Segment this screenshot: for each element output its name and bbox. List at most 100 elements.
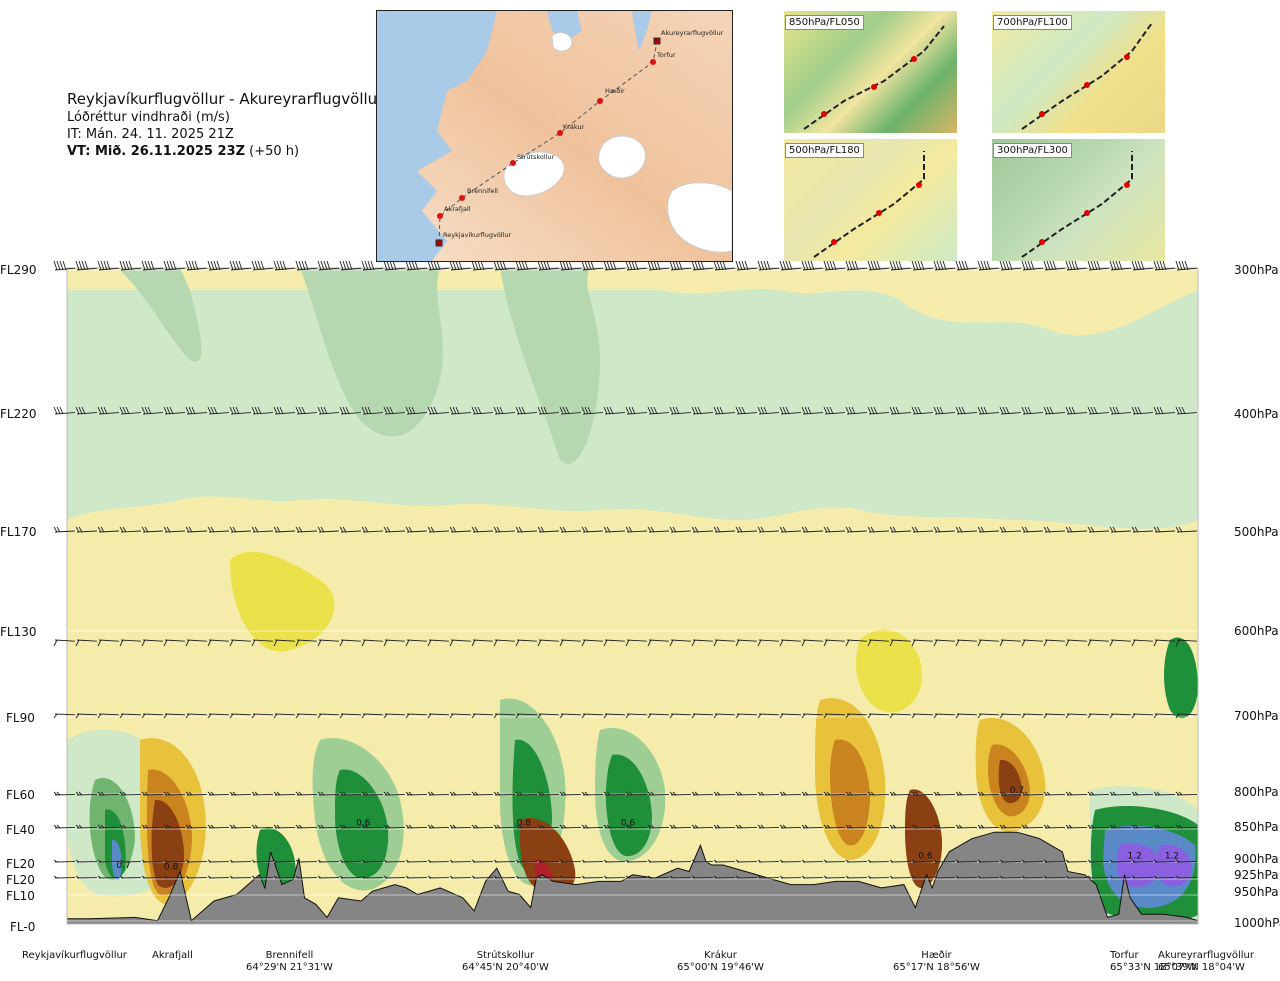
wind-barb	[647, 859, 670, 863]
wind-barb	[603, 791, 626, 796]
wind-barb	[383, 526, 406, 533]
wind-barb	[779, 639, 802, 647]
wind-barb	[867, 526, 890, 533]
wind-barb	[1175, 526, 1198, 533]
thumb-850[interactable]: 850hPa/FL050	[784, 11, 957, 133]
wind-barb	[559, 859, 582, 863]
wind-barb	[317, 791, 340, 796]
wind-barb	[823, 859, 846, 863]
station-label: Reykjavíkurflugvöllur	[22, 950, 127, 961]
wind-barb	[581, 526, 604, 533]
wind-barb	[559, 824, 582, 829]
wind-barb	[845, 791, 868, 796]
wind-barb	[229, 824, 252, 829]
contour-value-label: 0.8	[517, 819, 532, 829]
wind-barb	[207, 859, 230, 863]
wind-barb	[141, 526, 164, 533]
hpa-label: 700hPa	[1234, 709, 1279, 723]
wind-barb	[295, 859, 318, 863]
wind-barb	[647, 791, 670, 796]
wind-barb	[185, 260, 208, 271]
wind-barb	[515, 260, 538, 271]
wind-barb	[1021, 791, 1044, 796]
wind-barb	[405, 639, 428, 647]
wind-barb	[955, 639, 978, 647]
wind-barb	[251, 791, 274, 796]
wind-barb	[493, 859, 516, 863]
thumb-700[interactable]: 700hPa/FL100	[992, 11, 1165, 133]
wind-barb	[1043, 859, 1066, 863]
wind-barb	[669, 713, 692, 719]
thumb-300[interactable]: 300hPa/FL300	[992, 139, 1165, 261]
wind-barb	[581, 260, 604, 271]
wind-barb	[933, 406, 956, 415]
wind-barb	[911, 859, 934, 863]
wind-barb	[163, 406, 186, 415]
wind-barb	[53, 791, 76, 796]
wind-barb	[647, 713, 670, 719]
wind-barb	[53, 260, 76, 271]
wind-barb	[757, 791, 780, 796]
wind-barb	[515, 406, 538, 415]
fl-label: FL10	[6, 889, 35, 903]
fl-label: FL220	[0, 407, 37, 421]
fl-label: FL60	[6, 788, 35, 802]
wind-barb	[163, 859, 186, 863]
wind-barb	[955, 406, 978, 415]
wind-barb	[1043, 713, 1066, 719]
thumb-500[interactable]: 500hPa/FL180	[784, 139, 957, 261]
wind-barb	[1065, 875, 1088, 879]
wind-barb	[1153, 824, 1176, 829]
wind-barb	[1109, 824, 1132, 829]
wind-barb	[977, 639, 1000, 647]
wind-barb	[251, 639, 274, 647]
wind-barb	[1109, 639, 1132, 647]
wind-barb	[383, 639, 406, 647]
wind-barb	[493, 713, 516, 719]
wind-barb	[713, 713, 736, 719]
wind-barb	[405, 859, 428, 863]
wind-barb	[537, 875, 560, 879]
wind-barb	[581, 406, 604, 415]
wind-barb	[823, 639, 846, 647]
wind-barb	[669, 859, 692, 863]
wind-barb	[691, 406, 714, 415]
wind-barb	[1175, 875, 1198, 879]
wind-barb	[515, 713, 538, 719]
wind-barb	[889, 791, 912, 796]
wind-barb	[361, 859, 384, 863]
wind-barb	[1153, 260, 1176, 271]
wind-barb	[295, 875, 318, 879]
hpa-label: 300hPa	[1234, 263, 1279, 277]
wind-barb	[1175, 859, 1198, 863]
svg-text:Hæðir: Hæðir	[605, 87, 625, 95]
wind-barb	[493, 875, 516, 879]
wind-barb	[1043, 639, 1066, 647]
wind-barb	[427, 406, 450, 415]
wind-barb	[713, 875, 736, 879]
wind-barb	[537, 859, 560, 863]
wind-barb	[713, 406, 736, 415]
fl-label: FL-0	[10, 920, 36, 934]
wind-barb	[669, 526, 692, 533]
wind-barb	[999, 859, 1022, 863]
wind-barb	[735, 791, 758, 796]
station-label: Akrafjall	[152, 950, 193, 961]
wind-barb	[757, 713, 780, 719]
wind-barb	[295, 713, 318, 719]
wind-barb	[141, 859, 164, 863]
fl-label: FL40	[6, 823, 35, 837]
wind-barb	[845, 875, 868, 879]
wind-barb	[427, 639, 450, 647]
wind-barb	[1153, 859, 1176, 863]
wind-barb	[779, 859, 802, 863]
wind-barb	[625, 791, 648, 796]
wind-barb	[97, 713, 120, 719]
wind-barb	[515, 639, 538, 647]
station-label: Torfur 65°33'N 18°07'W	[1110, 950, 1197, 973]
wind-barb	[119, 875, 142, 879]
wind-barb	[273, 824, 296, 829]
wind-barb	[1109, 875, 1132, 879]
wind-barb	[1153, 791, 1176, 796]
wind-barb	[339, 875, 362, 879]
